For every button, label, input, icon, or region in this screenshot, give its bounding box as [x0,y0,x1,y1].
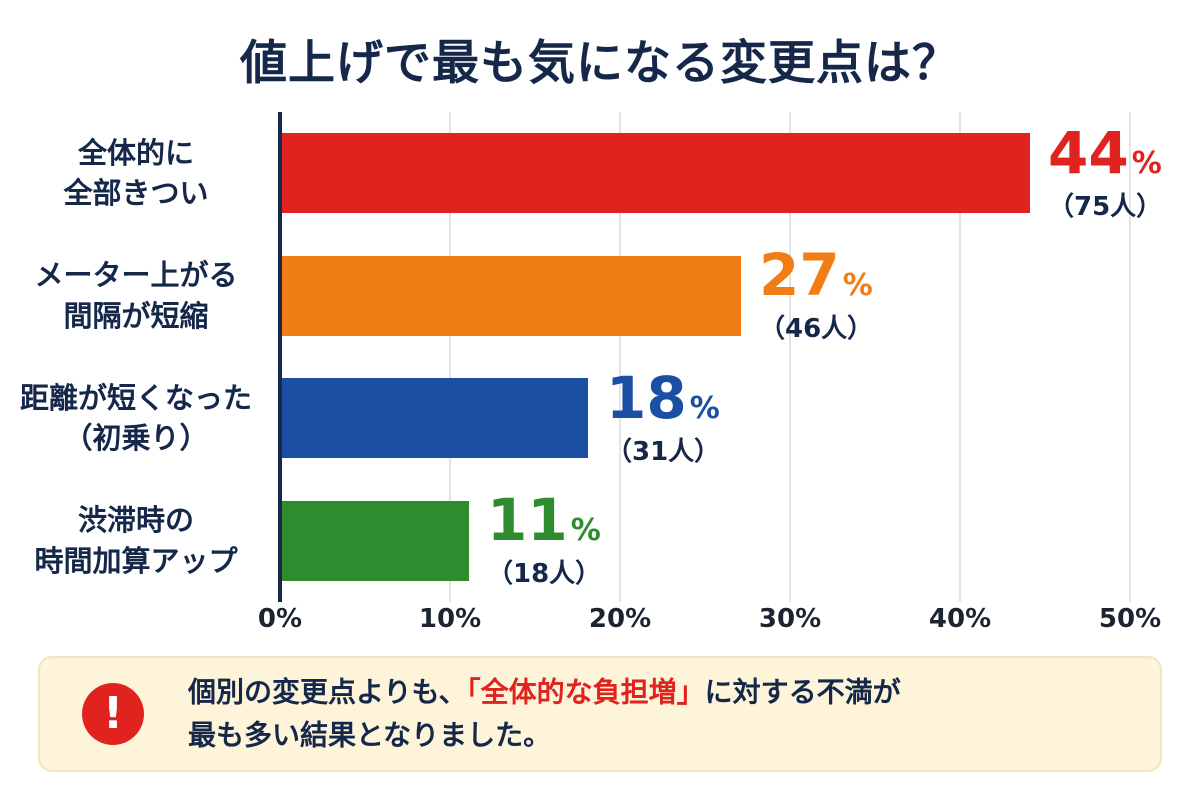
bar [282,500,469,581]
value-block: 44 % （75人） [1048,124,1162,223]
note-highlight: 「全体的な負担増」 [466,675,705,709]
value-unit: % [570,513,601,549]
note-prefix: 個別の変更点よりも、 [188,675,467,709]
grid-layer [278,112,1131,602]
bar [282,133,1030,214]
value-line: 11 % [487,491,601,549]
bar [282,255,741,336]
bar-chart: 全体的に 全部きつい 44 % （75人） メーター上がる [0,112,1200,602]
note-suffix: に対する不満が [704,675,901,709]
bar-wrap: 18 % （31人） [282,357,1200,480]
x-tick: 30% [758,604,822,634]
value-unit: % [1131,145,1162,181]
y-axis-line [278,112,282,602]
category-line: 全部きつい [63,176,209,211]
note-box: ! 個別の変更点よりも、「全体的な負担増」に対する不満が 最も多い結果となりまし… [38,656,1162,772]
value-line: 18 % [606,369,720,427]
x-tick: 40% [928,604,992,634]
value-count: （75人） [1048,191,1163,222]
gridline [449,112,451,602]
note-text: 個別の変更点よりも、「全体的な負担増」に対する不満が 最も多い結果となりました。 [188,671,901,758]
chart-title: 値上げで最も気になる変更点は？ [240,36,960,91]
category-line: （初乗り） [63,421,209,456]
category-label: 全体的に 全部きつい [0,112,272,235]
category-line: 時間加算アップ [34,543,238,578]
category-line: 渋滞時の [77,503,194,538]
category-label: 渋滞時の 時間加算アップ [0,480,272,603]
value-line: 27 % [759,246,873,304]
category-line: メーター上がる [34,258,238,293]
gridline [1129,112,1131,602]
value-number: 27 [759,241,840,310]
x-axis: 0% 10% 20% 30% 40% 50% [258,604,1161,640]
bar-row: 渋滞時の 時間加算アップ 11 % （18人） [0,480,1200,603]
category-line: 距離が短くなった [19,380,252,415]
value-number: 44 [1048,118,1129,187]
bar-wrap: 27 % （46人） [282,235,1200,358]
value-block: 11 % （18人） [487,491,601,590]
bar-rows: 全体的に 全部きつい 44 % （75人） メーター上がる [0,112,1200,602]
value-number: 11 [487,486,568,555]
bar-row: 全体的に 全部きつい 44 % （75人） [0,112,1200,235]
x-tick: 50% [1098,604,1162,634]
x-tick: 10% [418,604,482,634]
bar [282,378,588,459]
value-count: （18人） [487,559,602,590]
x-tick: 0% [257,604,303,634]
value-count: （31人） [606,436,721,467]
value-unit: % [842,268,873,304]
value-unit: % [689,390,720,426]
gridline [959,112,961,602]
category-label: メーター上がる 間隔が短縮 [0,235,272,358]
note-line-1: 個別の変更点よりも、「全体的な負担増」に対する不満が [188,671,901,714]
value-block: 18 % （31人） [606,369,720,468]
exclamation-icon: ! [82,683,144,745]
bar-row: 距離が短くなった （初乗り） 18 % （31人） [0,357,1200,480]
value-number: 18 [606,363,687,432]
x-tick: 20% [588,604,652,634]
value-count: （46人） [759,314,874,345]
category-line: 間隔が短縮 [63,298,209,333]
value-block: 27 % （46人） [759,246,873,345]
value-line: 44 % [1048,124,1162,182]
category-line: 全体的に [77,135,194,170]
note-line-2: 最も多い結果となりました。 [188,719,552,752]
bar-wrap: 44 % （75人） [282,112,1200,235]
gridline [789,112,791,602]
bar-wrap: 11 % （18人） [282,480,1200,603]
category-label: 距離が短くなった （初乗り） [0,357,272,480]
bar-row: メーター上がる 間隔が短縮 27 % （46人） [0,235,1200,358]
gridline [619,112,621,602]
